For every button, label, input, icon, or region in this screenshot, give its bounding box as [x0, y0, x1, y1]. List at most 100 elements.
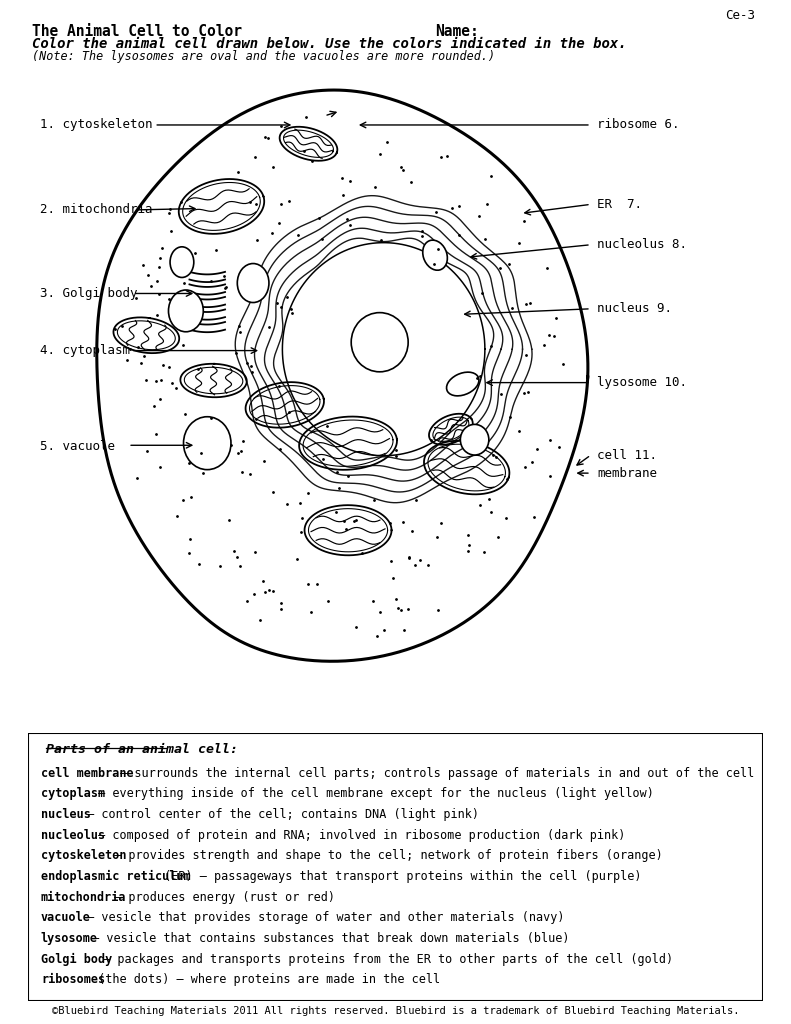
Point — [472, 208, 485, 224]
Point — [183, 455, 195, 471]
Point — [474, 368, 486, 384]
Point — [528, 509, 540, 525]
Text: 1. cytoskeleton: 1. cytoskeleton — [40, 119, 152, 131]
Point — [285, 301, 297, 317]
Text: The Animal Cell to Color: The Animal Cell to Color — [32, 24, 241, 39]
Point — [267, 583, 279, 599]
Text: nucleus: nucleus — [41, 808, 91, 821]
Point — [156, 241, 168, 257]
Point — [520, 296, 532, 312]
Point — [164, 201, 176, 217]
Point — [191, 360, 204, 377]
Text: nucleus 9.: nucleus 9. — [597, 302, 672, 315]
Point — [432, 242, 445, 258]
Point — [338, 512, 350, 528]
Text: cytoskeleton: cytoskeleton — [41, 849, 127, 862]
Point — [427, 256, 440, 272]
Point — [300, 109, 312, 125]
Point — [149, 373, 162, 389]
Point — [267, 159, 279, 175]
Point — [410, 492, 422, 508]
Point — [163, 205, 176, 221]
Text: endoplasmic reticulum: endoplasmic reticulum — [41, 870, 191, 883]
Point — [513, 423, 525, 439]
Point — [290, 551, 303, 567]
Point — [541, 260, 554, 276]
Point — [249, 197, 262, 213]
Point — [189, 245, 202, 261]
Point — [147, 398, 160, 415]
Point — [332, 480, 345, 497]
Point — [522, 383, 535, 399]
Point — [524, 295, 536, 311]
Point — [258, 129, 271, 145]
Text: – everything inside of the cell membrane except for the nucleus (light yellow): – everything inside of the cell membrane… — [91, 787, 653, 801]
Point — [502, 255, 515, 271]
Point — [474, 497, 486, 513]
Point — [275, 601, 288, 617]
Ellipse shape — [170, 247, 194, 278]
Point — [390, 447, 403, 464]
Point — [153, 286, 165, 302]
Point — [462, 543, 475, 559]
Point — [136, 257, 149, 273]
Point — [441, 147, 454, 164]
Text: ribosomes: ribosomes — [41, 973, 105, 986]
Point — [184, 530, 197, 547]
Ellipse shape — [184, 417, 231, 470]
Point — [241, 355, 254, 372]
Point — [205, 273, 218, 290]
Point — [131, 470, 143, 486]
Point — [237, 433, 249, 450]
Text: 2. mitochondria: 2. mitochondria — [40, 204, 152, 216]
Point — [162, 291, 175, 307]
Point — [210, 242, 222, 258]
Text: 4. cytoplasm: 4. cytoplasm — [40, 344, 130, 357]
Point — [230, 345, 243, 361]
Point — [368, 492, 380, 508]
Point — [262, 130, 274, 146]
Point — [305, 604, 317, 621]
Point — [121, 351, 134, 368]
Text: – provides strength and shape to the cell; network of protein fibers (orange): – provides strength and shape to the cel… — [107, 849, 663, 862]
Point — [390, 591, 403, 607]
Point — [274, 118, 287, 134]
Point — [403, 549, 415, 565]
Text: cell membrane: cell membrane — [41, 767, 134, 779]
Point — [374, 145, 387, 162]
Point — [134, 355, 147, 372]
Point — [151, 307, 164, 324]
Point — [170, 379, 183, 395]
Point — [233, 324, 246, 340]
Point — [490, 449, 502, 465]
Text: – control center of the cell; contains DNA (light pink): – control center of the cell; contains D… — [80, 808, 479, 821]
Point — [267, 483, 280, 500]
Point — [316, 451, 329, 467]
Point — [434, 515, 447, 531]
Text: mitochondria: mitochondria — [41, 891, 127, 903]
Point — [513, 234, 525, 251]
Point — [263, 583, 276, 599]
Point — [544, 467, 557, 483]
Point — [153, 391, 166, 408]
Point — [131, 339, 144, 355]
Point — [350, 618, 362, 635]
Point — [392, 600, 405, 616]
Point — [248, 148, 261, 165]
Point — [339, 521, 352, 538]
Text: Color the animal cell drawn below. Use the colors indicated in the box.: Color the animal cell drawn below. Use t… — [32, 37, 626, 51]
Point — [246, 365, 259, 381]
Ellipse shape — [351, 312, 408, 372]
Text: ©Bluebird Teaching Materials 2011 All rights reserved. Bluebird is a trademark o: ©Bluebird Teaching Materials 2011 All ri… — [51, 1006, 740, 1016]
Point — [385, 552, 398, 568]
Point — [244, 357, 257, 374]
Point — [274, 595, 287, 611]
Point — [517, 213, 530, 229]
Point — [254, 612, 267, 629]
Text: – surrounds the internal cell parts; controls passage of materials in and out of: – surrounds the internal cell parts; con… — [112, 767, 754, 779]
Point — [153, 259, 165, 275]
Point — [153, 250, 166, 266]
Point — [336, 187, 349, 204]
Point — [296, 509, 308, 525]
Point — [301, 485, 314, 502]
